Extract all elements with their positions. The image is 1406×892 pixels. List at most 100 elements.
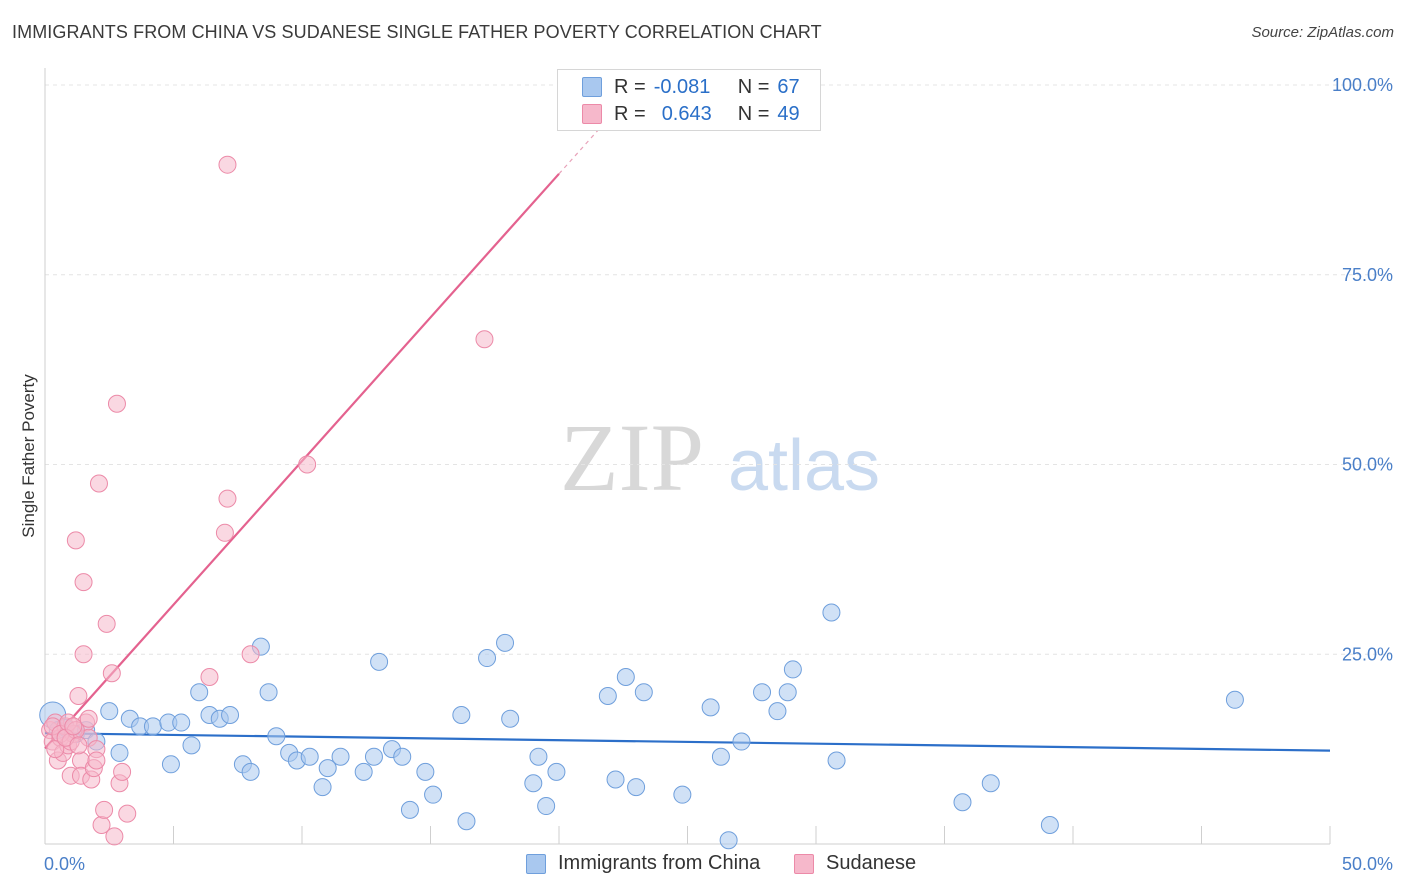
- n-value: 67: [777, 75, 800, 98]
- sudanese-point: [89, 474, 108, 493]
- sudanese-point: [64, 717, 83, 736]
- chart-title: IMMIGRANTS FROM CHINA VS SUDANESE SINGLE…: [12, 22, 822, 42]
- sudanese-point: [69, 686, 88, 705]
- n-label: N =: [737, 75, 770, 98]
- sudanese-legend-swatch: [794, 853, 814, 874]
- y-tick-label: 25.0%: [1342, 644, 1393, 664]
- china-point: [400, 800, 419, 819]
- sudanese-point: [97, 614, 116, 633]
- series-legend: Immigrants from China Sudanese: [0, 852, 1406, 878]
- y-axis-label: Single Father Poverty: [19, 374, 38, 538]
- china-point: [673, 785, 692, 804]
- china-point: [732, 732, 751, 751]
- china-point: [110, 743, 129, 762]
- china-point: [457, 812, 476, 831]
- china-point: [778, 683, 797, 702]
- china-point: [300, 747, 319, 766]
- china-point: [822, 603, 841, 622]
- china-point: [267, 727, 286, 746]
- china-point: [241, 762, 260, 781]
- source-label: Source: ZipAtlas.com: [1251, 24, 1394, 41]
- china-point: [827, 751, 846, 770]
- sudanese-point: [118, 804, 137, 823]
- china-point: [753, 683, 772, 702]
- china-swatch: [582, 77, 602, 97]
- china-point: [172, 713, 191, 732]
- sudanese-point: [95, 800, 114, 819]
- y-tick-label: 50.0%: [1342, 455, 1393, 475]
- china-point: [424, 785, 443, 804]
- china-trend-line: [44, 732, 1331, 752]
- china-point: [182, 736, 201, 755]
- china-point: [606, 770, 625, 789]
- sudanese-point: [66, 531, 85, 550]
- china-point: [547, 762, 566, 781]
- legend-row-sudanese: R = 0.643 N = 49: [582, 101, 800, 127]
- china-point: [1040, 816, 1059, 835]
- sudanese-swatch: [582, 104, 602, 124]
- china-point: [711, 747, 730, 766]
- china-point: [259, 683, 278, 702]
- china-point: [496, 633, 515, 652]
- sudanese-point: [69, 736, 88, 755]
- sudanese-point: [200, 668, 219, 687]
- china-point: [354, 762, 373, 781]
- sudanese-point: [102, 664, 121, 683]
- china-point: [161, 755, 180, 774]
- sudanese-point: [475, 330, 494, 349]
- sudanese-point: [113, 762, 132, 781]
- r-label: R =: [614, 102, 646, 125]
- r-value: -0.081: [653, 75, 711, 98]
- sudanese-point: [218, 489, 237, 508]
- legend-label-china: Immigrants from China: [558, 852, 761, 874]
- china-point: [768, 702, 787, 721]
- watermark-zip: ZIP: [560, 404, 704, 511]
- legend-item-sudanese[interactable]: Sudanese: [794, 852, 916, 875]
- x-tick-label: 0.0%: [44, 854, 85, 874]
- china-point: [1225, 690, 1244, 709]
- sudanese-point: [215, 523, 234, 542]
- legend-label-sudanese: Sudanese: [826, 852, 917, 874]
- y-tick-label: 100.0%: [1332, 75, 1393, 95]
- sudanese-point: [79, 709, 98, 728]
- china-point: [634, 683, 653, 702]
- sudanese-point: [74, 645, 93, 664]
- china-point: [370, 652, 389, 671]
- china-point: [190, 683, 209, 702]
- y-tick-label: 75.0%: [1342, 265, 1393, 285]
- r-value: 0.643: [661, 102, 712, 125]
- n-value: 49: [777, 102, 800, 125]
- china-point: [221, 705, 240, 724]
- r-label: R =: [614, 75, 646, 98]
- sudanese-point: [46, 740, 65, 759]
- china-point: [331, 747, 350, 766]
- china-point: [393, 747, 412, 766]
- stats-legend: R = -0.081 N = 67 R = 0.643 N = 49: [557, 69, 821, 131]
- china-point: [318, 759, 337, 778]
- china-point: [616, 668, 635, 687]
- sudanese-point: [87, 751, 106, 770]
- china-point: [701, 698, 720, 717]
- china-point: [452, 705, 471, 724]
- china-point: [313, 778, 332, 797]
- sudanese-point: [241, 645, 260, 664]
- legend-item-china[interactable]: Immigrants from China: [526, 852, 760, 875]
- china-legend-swatch: [526, 853, 546, 874]
- china-point: [783, 660, 802, 679]
- sudanese-point: [218, 155, 237, 174]
- china-point: [627, 778, 646, 797]
- china-point: [719, 831, 738, 850]
- sudanese-point: [107, 394, 126, 413]
- china-point: [478, 649, 497, 668]
- china-point: [364, 747, 383, 766]
- n-label: N =: [737, 102, 770, 125]
- china-point: [100, 702, 119, 721]
- china-point: [537, 797, 556, 816]
- china-point: [529, 747, 548, 766]
- china-point: [143, 717, 162, 736]
- china-point: [981, 774, 1000, 793]
- china-point: [953, 793, 972, 812]
- sudanese-trend-extension: [558, 127, 601, 175]
- watermark-atlas: atlas: [728, 426, 880, 506]
